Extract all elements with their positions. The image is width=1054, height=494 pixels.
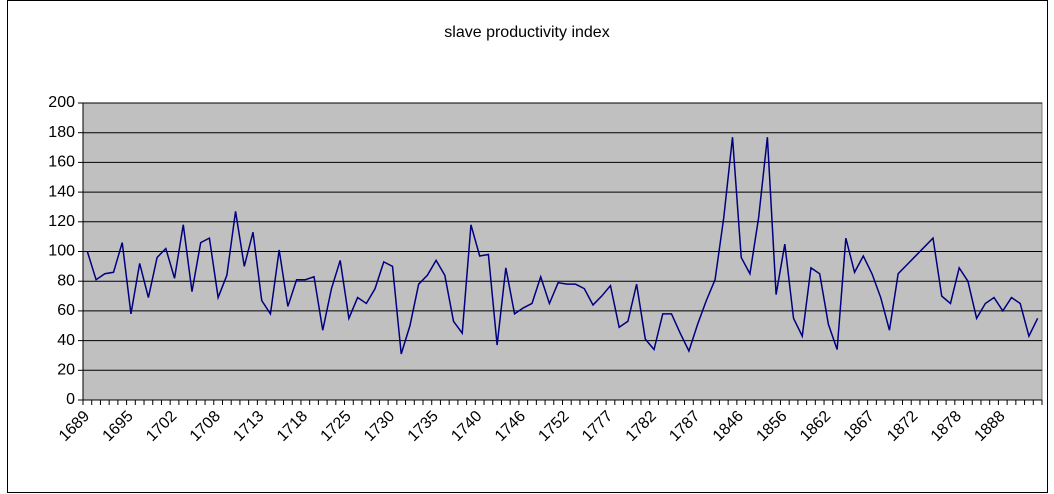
y-tick-label: 120 — [48, 213, 75, 230]
y-tick-label: 200 — [48, 94, 75, 111]
y-tick-label: 40 — [57, 332, 75, 349]
y-tick-label: 160 — [48, 154, 75, 171]
y-tick-label: 80 — [57, 272, 75, 289]
y-tick-label: 20 — [57, 362, 75, 379]
data-line — [86, 137, 1039, 355]
y-tick-label: 140 — [48, 183, 75, 200]
y-tick-label: 60 — [57, 302, 75, 319]
y-tick-label: 100 — [48, 243, 75, 260]
y-tick-label: 0 — [66, 391, 75, 408]
chart-title: slave productivity index — [444, 24, 609, 41]
y-tick-label: 180 — [48, 124, 75, 141]
